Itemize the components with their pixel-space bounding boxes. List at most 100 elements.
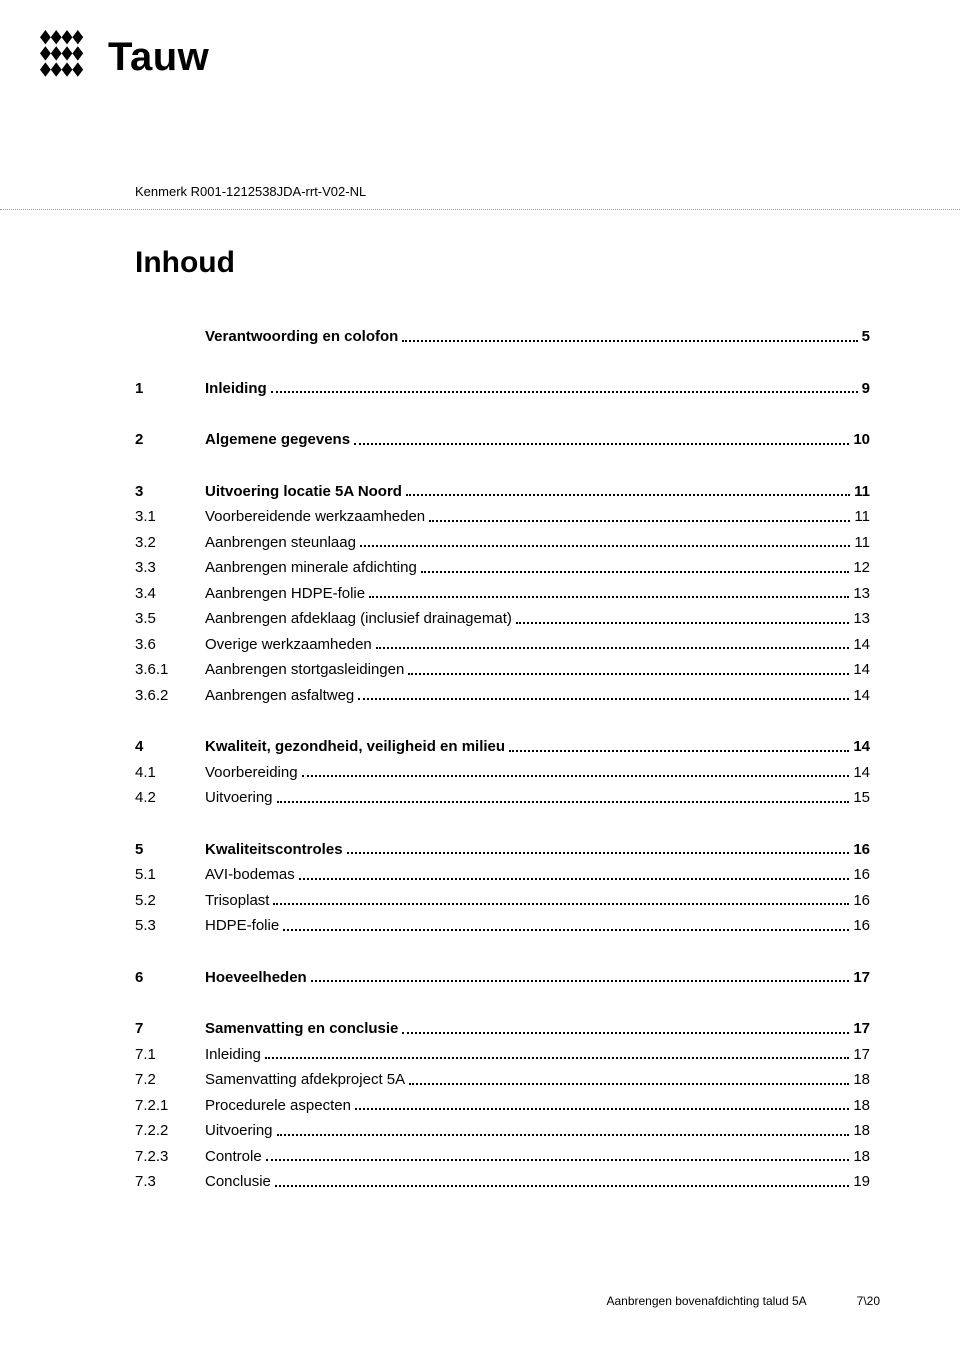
toc-page-number: 13 (853, 581, 870, 607)
toc-section: 1Inleiding9 (135, 376, 870, 402)
toc-page-number: 18 (853, 1067, 870, 1093)
toc-leader-dots (421, 571, 850, 573)
toc-row: 7Samenvatting en conclusie17 (135, 1016, 870, 1042)
toc-row: 4Kwaliteit, gezondheid, veiligheid en mi… (135, 734, 870, 760)
toc-title: Verantwoording en colofon (205, 324, 398, 350)
toc-title: Controle (205, 1144, 262, 1170)
toc-number: 3.4 (135, 581, 205, 607)
toc-row: 7.3Conclusie19 (135, 1169, 870, 1195)
toc-page-number: 16 (853, 862, 870, 888)
toc-number: 7.2.1 (135, 1093, 205, 1119)
toc-section: 5Kwaliteitscontroles165.1AVI-bodemas165.… (135, 837, 870, 939)
toc-page-number: 15 (853, 785, 870, 811)
toc-leader-dots (358, 698, 849, 700)
toc-title: AVI-bodemas (205, 862, 295, 888)
toc-page-number: 19 (853, 1169, 870, 1195)
toc-row: 3.5Aanbrengen afdeklaag (inclusief drain… (135, 606, 870, 632)
toc-title: Uitvoering (205, 1118, 273, 1144)
toc-title: Kwaliteit, gezondheid, veiligheid en mil… (205, 734, 505, 760)
toc-title: Algemene gegevens (205, 427, 350, 453)
toc-leader-dots (509, 750, 849, 752)
toc-number: 7 (135, 1016, 205, 1042)
toc-row: 5Kwaliteitscontroles16 (135, 837, 870, 863)
toc-leader-dots (376, 647, 850, 649)
table-of-contents: Verantwoording en colofon 5 1Inleiding9 2Al… (135, 324, 870, 1195)
logo-text: Tauw (108, 35, 209, 80)
toc-number: 4 (135, 734, 205, 760)
toc-page-number: 5 (862, 324, 870, 350)
toc-page-number: 9 (862, 376, 870, 402)
toc-title: Kwaliteitscontroles (205, 837, 343, 863)
content: Inhoud Verantwoording en colofon51Inleid… (135, 246, 870, 1195)
toc-leader-dots (265, 1057, 849, 1059)
toc-page-number: 16 (853, 913, 870, 939)
toc-page-number: 12 (853, 555, 870, 581)
toc-page-number: 14 (853, 683, 870, 709)
toc-section: 4Kwaliteit, gezondheid, veiligheid en mi… (135, 734, 870, 811)
toc-title: Aanbrengen HDPE-folie (205, 581, 365, 607)
toc-row: 7.2.3Controle18 (135, 1144, 870, 1170)
toc-row: 3.1Voorbereidende werkzaamheden11 (135, 504, 870, 530)
toc-title: Samenvatting afdekproject 5A (205, 1067, 405, 1093)
toc-title: Aanbrengen afdeklaag (inclusief drainage… (205, 606, 512, 632)
toc-page-number: 14 (853, 760, 870, 786)
footer-title: Aanbrengen bovenafdichting talud 5A (606, 1294, 806, 1308)
divider (0, 209, 960, 210)
toc-page-number: 11 (854, 530, 870, 556)
toc-title: Aanbrengen stortgasleidingen (205, 657, 404, 683)
toc-leader-dots (355, 1108, 849, 1110)
toc-number: 7.3 (135, 1169, 205, 1195)
toc-row: 3.6Overige werkzaamheden14 (135, 632, 870, 658)
toc-page-number: 13 (853, 606, 870, 632)
toc-number: 7.2.3 (135, 1144, 205, 1170)
toc-page-number: 17 (853, 1042, 870, 1068)
toc-number: 3.3 (135, 555, 205, 581)
toc-page-number: 14 (853, 632, 870, 658)
toc-title: Trisoplast (205, 888, 269, 914)
toc-leader-dots (369, 596, 849, 598)
toc-section: 6Hoeveelheden17 (135, 965, 870, 991)
toc-page-number: 14 (853, 657, 870, 683)
toc-title: Hoeveelheden (205, 965, 307, 991)
toc-number: 3.2 (135, 530, 205, 556)
toc-leader-dots (299, 878, 850, 880)
toc-title: Inleiding (205, 1042, 261, 1068)
toc-leader-dots (283, 929, 849, 931)
toc-row: 5.3HDPE-folie 16 (135, 913, 870, 939)
toc-leader-dots (406, 494, 850, 496)
toc-leader-dots (277, 1134, 850, 1136)
toc-title: HDPE-folie (205, 913, 279, 939)
toc-number: 5 (135, 837, 205, 863)
toc-page-number: 18 (853, 1118, 870, 1144)
toc-row: 3.6.1Aanbrengen stortgasleidingen 14 (135, 657, 870, 683)
toc-leader-dots (354, 443, 849, 445)
toc-row: 2Algemene gegevens 10 (135, 427, 870, 453)
toc-title: Uitvoering (205, 785, 273, 811)
toc-row: 7.2.2Uitvoering 18 (135, 1118, 870, 1144)
toc-row: 4.1Voorbereiding14 (135, 760, 870, 786)
toc-title: Voorbereidende werkzaamheden (205, 504, 425, 530)
toc-leader-dots (302, 775, 850, 777)
toc-title: Procedurele aspecten (205, 1093, 351, 1119)
toc-number: 3.6.1 (135, 657, 205, 683)
toc-row: 7.1Inleiding17 (135, 1042, 870, 1068)
page: Tauw Kenmerk R001-1212538JDA-rrt-V02-NL … (0, 0, 960, 1348)
toc-number: 3.6.2 (135, 683, 205, 709)
toc-page-number: 16 (853, 888, 870, 914)
toc-row: 3Uitvoering locatie 5A Noord11 (135, 479, 870, 505)
toc-row: 3.4Aanbrengen HDPE-folie 13 (135, 581, 870, 607)
toc-page-number: 10 (853, 427, 870, 453)
toc-leader-dots (402, 1032, 849, 1034)
toc-title: Samenvatting en conclusie (205, 1016, 398, 1042)
toc-number: 2 (135, 427, 205, 453)
toc-page-number: 14 (853, 734, 870, 760)
toc-row: 4.2Uitvoering15 (135, 785, 870, 811)
toc-number: 3 (135, 479, 205, 505)
toc-row: Verantwoording en colofon 5 (135, 324, 870, 350)
toc-number: 5.3 (135, 913, 205, 939)
toc-title: Aanbrengen asfaltweg (205, 683, 354, 709)
tauw-logo-icon (40, 30, 94, 84)
toc-leader-dots (311, 980, 850, 982)
toc-number: 7.2.2 (135, 1118, 205, 1144)
toc-number: 3.5 (135, 606, 205, 632)
